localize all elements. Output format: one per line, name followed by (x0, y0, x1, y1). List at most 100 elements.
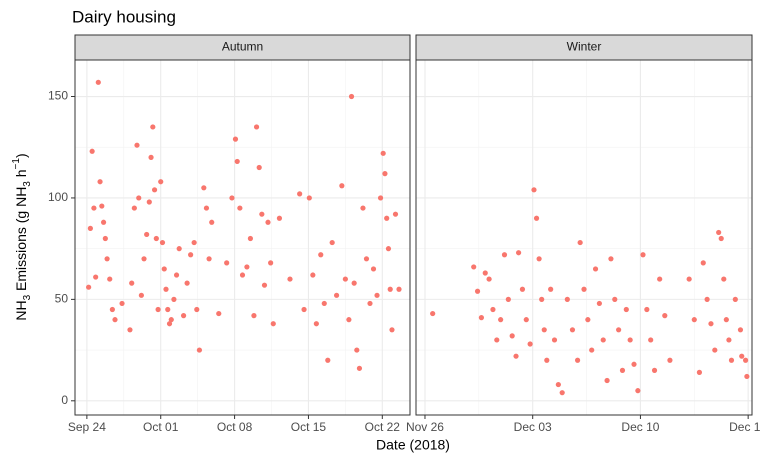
point (127, 327, 133, 333)
point (385, 246, 392, 252)
point (150, 124, 156, 130)
point (623, 306, 629, 313)
point (194, 306, 200, 313)
point (171, 296, 177, 302)
point (589, 347, 595, 353)
point (234, 158, 240, 165)
point (224, 260, 230, 266)
point (129, 280, 135, 286)
y-tick-label: 150 (48, 89, 68, 103)
point (555, 381, 561, 388)
point (667, 357, 673, 363)
point (742, 357, 749, 363)
point (612, 296, 618, 302)
point (619, 367, 626, 373)
y-axis-title-part: 3 (22, 294, 33, 300)
point (498, 317, 504, 323)
panel (416, 60, 752, 415)
y-axis-title-part: h (13, 169, 29, 181)
point (93, 274, 99, 280)
chart-title: Dairy housing (72, 7, 176, 26)
point (494, 337, 500, 343)
point (384, 215, 390, 221)
y-tick-label: 0 (61, 393, 68, 407)
point (531, 187, 537, 193)
point (377, 195, 384, 201)
point (131, 205, 137, 211)
point (644, 306, 650, 313)
x-tick-label: Nov 26 (406, 420, 444, 434)
x-tick-label: Oct 15 (291, 420, 327, 434)
point (265, 219, 271, 225)
point (87, 225, 93, 231)
point (155, 306, 161, 313)
point (490, 306, 496, 313)
point (253, 124, 260, 130)
y-axis-title-part: ) (13, 153, 29, 158)
point (165, 306, 171, 313)
point (247, 235, 254, 242)
point (527, 341, 533, 347)
point (509, 333, 515, 339)
point (180, 313, 187, 319)
point (360, 205, 366, 211)
point (631, 361, 637, 367)
y-tick-label: 100 (48, 190, 68, 204)
point (112, 317, 118, 323)
point (346, 317, 352, 323)
point (107, 276, 113, 282)
y-axis-title-part: 3 (22, 181, 33, 187)
point (696, 369, 703, 375)
point (744, 373, 750, 380)
point (392, 211, 399, 217)
point (486, 276, 492, 282)
point (539, 296, 545, 302)
point (313, 321, 319, 327)
point (95, 79, 101, 85)
point (478, 315, 485, 321)
point (708, 321, 714, 327)
point (712, 347, 718, 353)
point (239, 272, 246, 278)
point (287, 276, 293, 282)
point (141, 256, 147, 262)
point (513, 353, 519, 359)
point (544, 357, 550, 363)
point (339, 183, 345, 189)
point (232, 136, 239, 142)
point (581, 286, 587, 292)
panel (75, 60, 410, 415)
point (148, 154, 154, 160)
x-tick-label: Dec 10 (621, 420, 659, 434)
point (728, 357, 735, 363)
point (159, 239, 166, 246)
point (310, 272, 316, 278)
point (548, 286, 554, 292)
point (104, 256, 110, 262)
point (505, 296, 511, 302)
point (363, 256, 370, 262)
point (144, 231, 150, 238)
point (333, 292, 340, 298)
point (651, 367, 658, 373)
point (367, 300, 373, 307)
point (251, 313, 257, 319)
point (151, 187, 158, 193)
point (163, 286, 169, 292)
point (109, 306, 115, 313)
point (206, 256, 212, 262)
point (158, 179, 164, 185)
point (474, 288, 481, 294)
point (616, 327, 622, 333)
point (739, 353, 745, 359)
point (704, 296, 710, 302)
point (102, 235, 108, 242)
point (348, 93, 355, 100)
point (136, 195, 142, 201)
point (370, 266, 377, 272)
point (374, 292, 380, 298)
x-tick-label: Oct 22 (365, 420, 401, 434)
point (97, 179, 103, 185)
point (523, 317, 529, 323)
